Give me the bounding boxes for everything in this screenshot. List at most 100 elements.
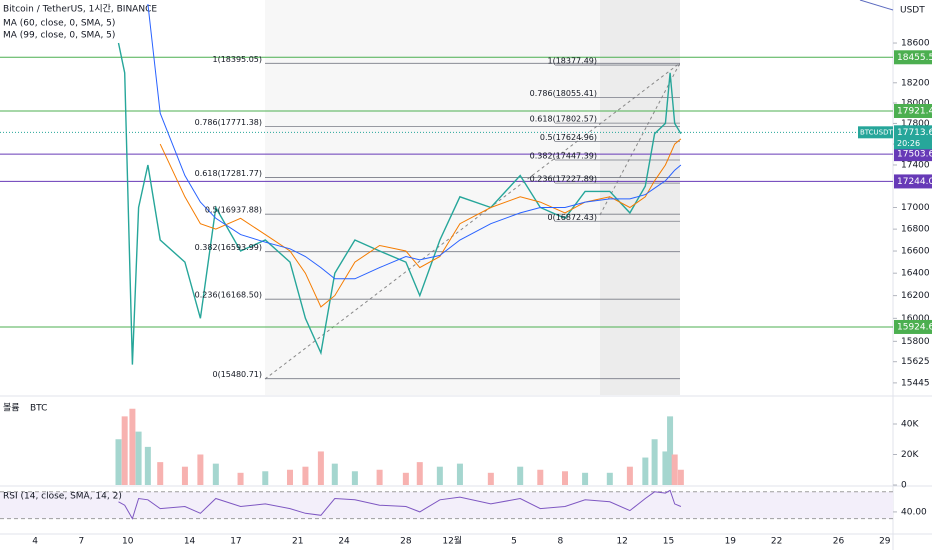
volume-bar — [135, 431, 142, 485]
fib-label: 1(18395.05) — [212, 55, 262, 64]
fib-trend — [264, 62, 681, 380]
y-tick-label: 18600 — [901, 39, 930, 49]
volume-bar — [562, 471, 569, 485]
y-tick-label: 18200 — [901, 78, 930, 88]
legend-entry: MA (99, close, 0, SMA, 5) — [3, 31, 115, 41]
volume-bar — [351, 471, 358, 485]
fib-label: 0.786(17771.38) — [195, 118, 262, 127]
volume-bar — [662, 451, 669, 485]
rsi-line — [118, 489, 682, 520]
y-tick-label: 40K — [901, 419, 919, 429]
fib-label: 0.786(18055.41) — [530, 89, 597, 98]
x-tick-label: 29 — [879, 537, 891, 547]
volume-bar — [129, 408, 136, 485]
volume-bar — [197, 454, 204, 485]
x-tick-label: 5 — [511, 537, 517, 547]
x-tick-label: 21 — [292, 537, 303, 547]
volume-bar — [582, 472, 589, 485]
y-tick-label: 15800 — [901, 337, 930, 347]
y-tick-label: 16000 — [901, 314, 930, 324]
main-pane — [0, 4, 893, 380]
fib-label: 0.236(17227.89) — [530, 175, 597, 184]
fib-label: 0.5(17624.96) — [540, 133, 597, 142]
x-tick-label: 26 — [833, 537, 845, 547]
volume-bar — [436, 466, 443, 485]
volume-bar — [651, 439, 658, 485]
moving-average — [159, 138, 682, 308]
volume-bar — [667, 416, 674, 485]
fib-trend — [599, 62, 681, 216]
fib-label: 0.618(17802.57) — [530, 115, 597, 124]
price-tag — [894, 319, 932, 334]
y-tick-label: 15625 — [901, 357, 930, 367]
moving-average — [147, 4, 682, 280]
volume-bar — [517, 466, 524, 485]
volume-bar — [144, 446, 151, 485]
volume-bar — [115, 439, 122, 485]
price-tag-label: 17503.60 — [897, 150, 932, 160]
y-tick-label: 40.00 — [901, 507, 927, 517]
volume-bar — [456, 463, 463, 485]
volume-bar — [286, 469, 293, 485]
x-tick-label: 24 — [338, 537, 350, 547]
x-tick-label: 15 — [663, 537, 674, 547]
pane-title: RSI (14, close, SMA, 14, 2) — [3, 492, 122, 502]
volume-bar — [606, 472, 613, 485]
x-tick-label: 19 — [725, 537, 737, 547]
volume-bar — [402, 472, 409, 485]
pane-title: 볼륨 — [3, 403, 20, 414]
volume-bar — [212, 463, 219, 485]
volume-bar — [677, 469, 684, 485]
price-tag-label: 17921.41 — [897, 106, 932, 116]
volume-bar — [331, 463, 338, 485]
fib-label: 1(18377.49) — [547, 57, 597, 66]
price-tag-label: 18455.59 — [897, 53, 932, 63]
price-tag — [894, 147, 932, 162]
rsi-band — [0, 491, 893, 519]
x-tick-label: 10 — [122, 537, 134, 547]
price-tag — [894, 174, 932, 189]
x-tick-label: 17 — [230, 537, 241, 547]
volume-bar — [237, 472, 244, 485]
y-tick-label: 0 — [901, 481, 907, 491]
x-tick-label: 22 — [771, 537, 782, 547]
y-tick-label: 16800 — [901, 225, 930, 235]
price-line-series — [117, 42, 682, 365]
y-tick-label: 17800 — [901, 119, 930, 129]
x-tick-label: 8 — [557, 537, 563, 547]
legend-entry: MA (60, close, 0, SMA, 5) — [3, 19, 115, 29]
volume-bar — [671, 454, 678, 485]
symbol-tag — [858, 126, 893, 139]
x-tick-label: 12 — [616, 537, 627, 547]
volume-bar — [262, 471, 269, 485]
price-tag — [894, 103, 932, 118]
volume-bar — [302, 466, 309, 485]
x-tick-label: 28 — [400, 537, 412, 547]
trend-line — [859, 0, 894, 11]
volume-bar — [642, 457, 649, 485]
countdown: 20:26 — [897, 139, 920, 148]
price-tag — [894, 50, 932, 65]
x-tick-label: 4 — [32, 537, 38, 547]
volume-bar — [181, 466, 188, 485]
y-tick-label: 16200 — [901, 291, 930, 301]
y-tick-label: 15445 — [901, 378, 930, 388]
range-shade — [600, 0, 680, 395]
chart-title: Bitcoin / TetherUS, 1시간, BINANCE — [3, 4, 157, 15]
price-tag-label: 15924.67 — [897, 322, 932, 332]
volume-bar — [487, 472, 494, 485]
fib-label: 0(16872.43) — [547, 213, 597, 222]
y-tick-label: 20K — [901, 450, 919, 460]
volume-bar — [537, 469, 544, 485]
last-price-label: 17713.60 — [897, 128, 932, 138]
y-tick-label: 17400 — [901, 160, 930, 170]
y-tick-label: 17000 — [901, 203, 930, 213]
volume-bar — [376, 469, 383, 485]
pane-subtitle: BTC — [30, 404, 47, 414]
fib-label: 0.236(16168.50) — [195, 291, 262, 300]
fib-label: 0(15480.71) — [212, 370, 262, 379]
x-tick-label: 14 — [184, 537, 196, 547]
price-tag-label: 17244.06 — [897, 177, 932, 187]
fib-label: 0.382(16593.99) — [195, 243, 262, 252]
